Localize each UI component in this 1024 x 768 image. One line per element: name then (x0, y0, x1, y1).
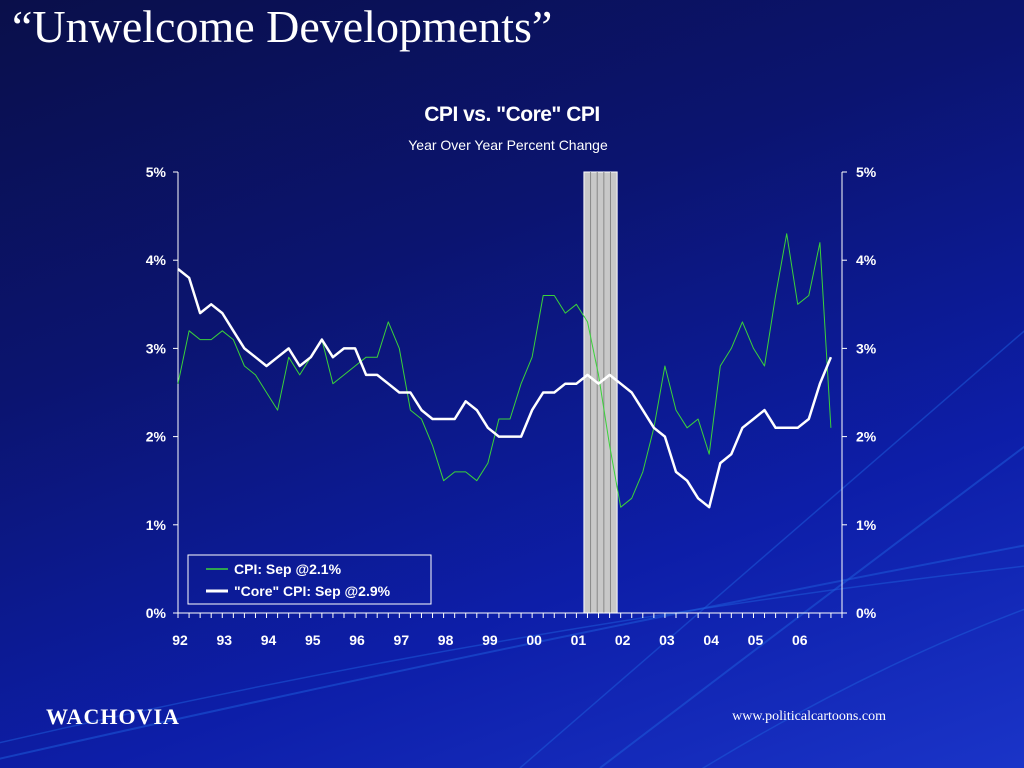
y-tick-label-left: 3% (146, 340, 167, 356)
x-tick-label: 93 (216, 632, 232, 648)
x-tick-label: 95 (305, 632, 321, 648)
legend-label: CPI: Sep @2.1% (234, 561, 342, 577)
x-tick-label: 96 (349, 632, 365, 648)
core-cpi-series-line (177, 268, 833, 509)
wachovia-logo: WACHOVIA (46, 704, 180, 729)
credit-link[interactable]: www.politicalcartoons.com (732, 709, 886, 724)
y-tick-label-left: 0% (146, 605, 167, 621)
y-tick-label-left: 2% (146, 429, 167, 445)
chart-title: CPI vs. "Core" CPI (424, 103, 600, 126)
y-tick-label-right: 3% (856, 340, 877, 356)
y-tick-label-right: 4% (856, 252, 877, 268)
x-tick-label: 99 (482, 632, 498, 648)
legend-box (187, 554, 432, 605)
x-tick-label: 05 (748, 632, 764, 648)
y-tick-label-right: 0% (856, 605, 877, 621)
cpi-series-line (177, 233, 832, 508)
legend-label: "Core" CPI: Sep @2.9% (234, 583, 391, 599)
x-tick-label: 94 (261, 632, 277, 648)
x-tick-label: 03 (659, 632, 675, 648)
y-tick-label-right: 2% (856, 429, 877, 445)
x-tick-label: 00 (526, 632, 542, 648)
x-tick-label: 92 (172, 632, 188, 648)
y-tick-label-left: 4% (146, 252, 167, 268)
y-tick-label-left: 1% (146, 517, 167, 533)
y-tick-label-right: 1% (856, 517, 877, 533)
x-tick-label: 98 (438, 632, 454, 648)
x-tick-label: 02 (615, 632, 631, 648)
y-tick-label-right: 5% (856, 164, 877, 180)
x-tick-label: 97 (394, 632, 410, 648)
recession-band (583, 171, 618, 614)
slide-title: “Unwelcome Developments” (12, 1, 553, 52)
x-tick-label: 04 (703, 632, 719, 648)
x-tick-label: 01 (571, 632, 587, 648)
x-tick-label: 06 (792, 632, 808, 648)
chart-subtitle: Year Over Year Percent Change (408, 137, 608, 153)
y-tick-label-left: 5% (146, 164, 167, 180)
